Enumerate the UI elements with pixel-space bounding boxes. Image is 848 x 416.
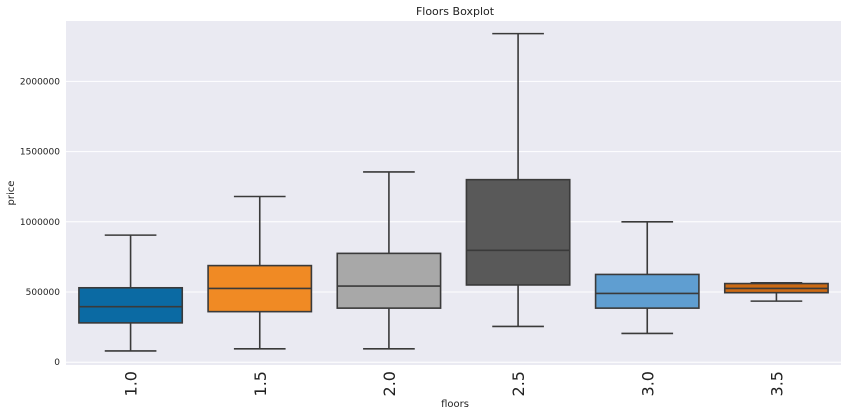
box-1.0 bbox=[78, 234, 184, 352]
y-tick-label: 2000000 bbox=[20, 77, 60, 87]
y-tick-label: 500000 bbox=[26, 288, 61, 298]
box-2.5 bbox=[465, 32, 571, 328]
box-iqr bbox=[78, 286, 184, 324]
box-iqr bbox=[594, 273, 700, 309]
plot-area bbox=[66, 21, 841, 365]
y-ticks: 0 500000 1000000 1500000 2000000 bbox=[20, 77, 60, 368]
y-axis-label: price bbox=[6, 181, 17, 206]
x-tick-label: 2.0 bbox=[380, 371, 399, 396]
x-tick-label: 1.5 bbox=[251, 371, 270, 396]
box-iqr bbox=[336, 252, 442, 309]
x-tick-label: 3.0 bbox=[638, 371, 657, 396]
box-2.0 bbox=[336, 171, 442, 350]
boxes-group bbox=[78, 32, 829, 352]
x-axis-label: floors bbox=[441, 399, 469, 410]
x-tick-label: 1.0 bbox=[122, 371, 141, 396]
y-tick-label: 0 bbox=[54, 358, 60, 368]
grid-lines bbox=[66, 80, 841, 363]
box-1.5 bbox=[207, 195, 313, 350]
x-ticks: 1.0 1.5 2.0 2.5 3.0 3.5 bbox=[122, 371, 787, 396]
x-tick-label: 2.5 bbox=[509, 371, 528, 396]
box-3.0 bbox=[594, 220, 700, 335]
x-tick-label: 3.5 bbox=[767, 371, 786, 396]
y-tick-label: 1500000 bbox=[20, 148, 60, 158]
box-3.5 bbox=[723, 282, 829, 302]
chart-title: Floors Boxplot bbox=[416, 5, 495, 18]
y-tick-label: 1000000 bbox=[20, 218, 60, 228]
box-iqr bbox=[465, 178, 571, 286]
